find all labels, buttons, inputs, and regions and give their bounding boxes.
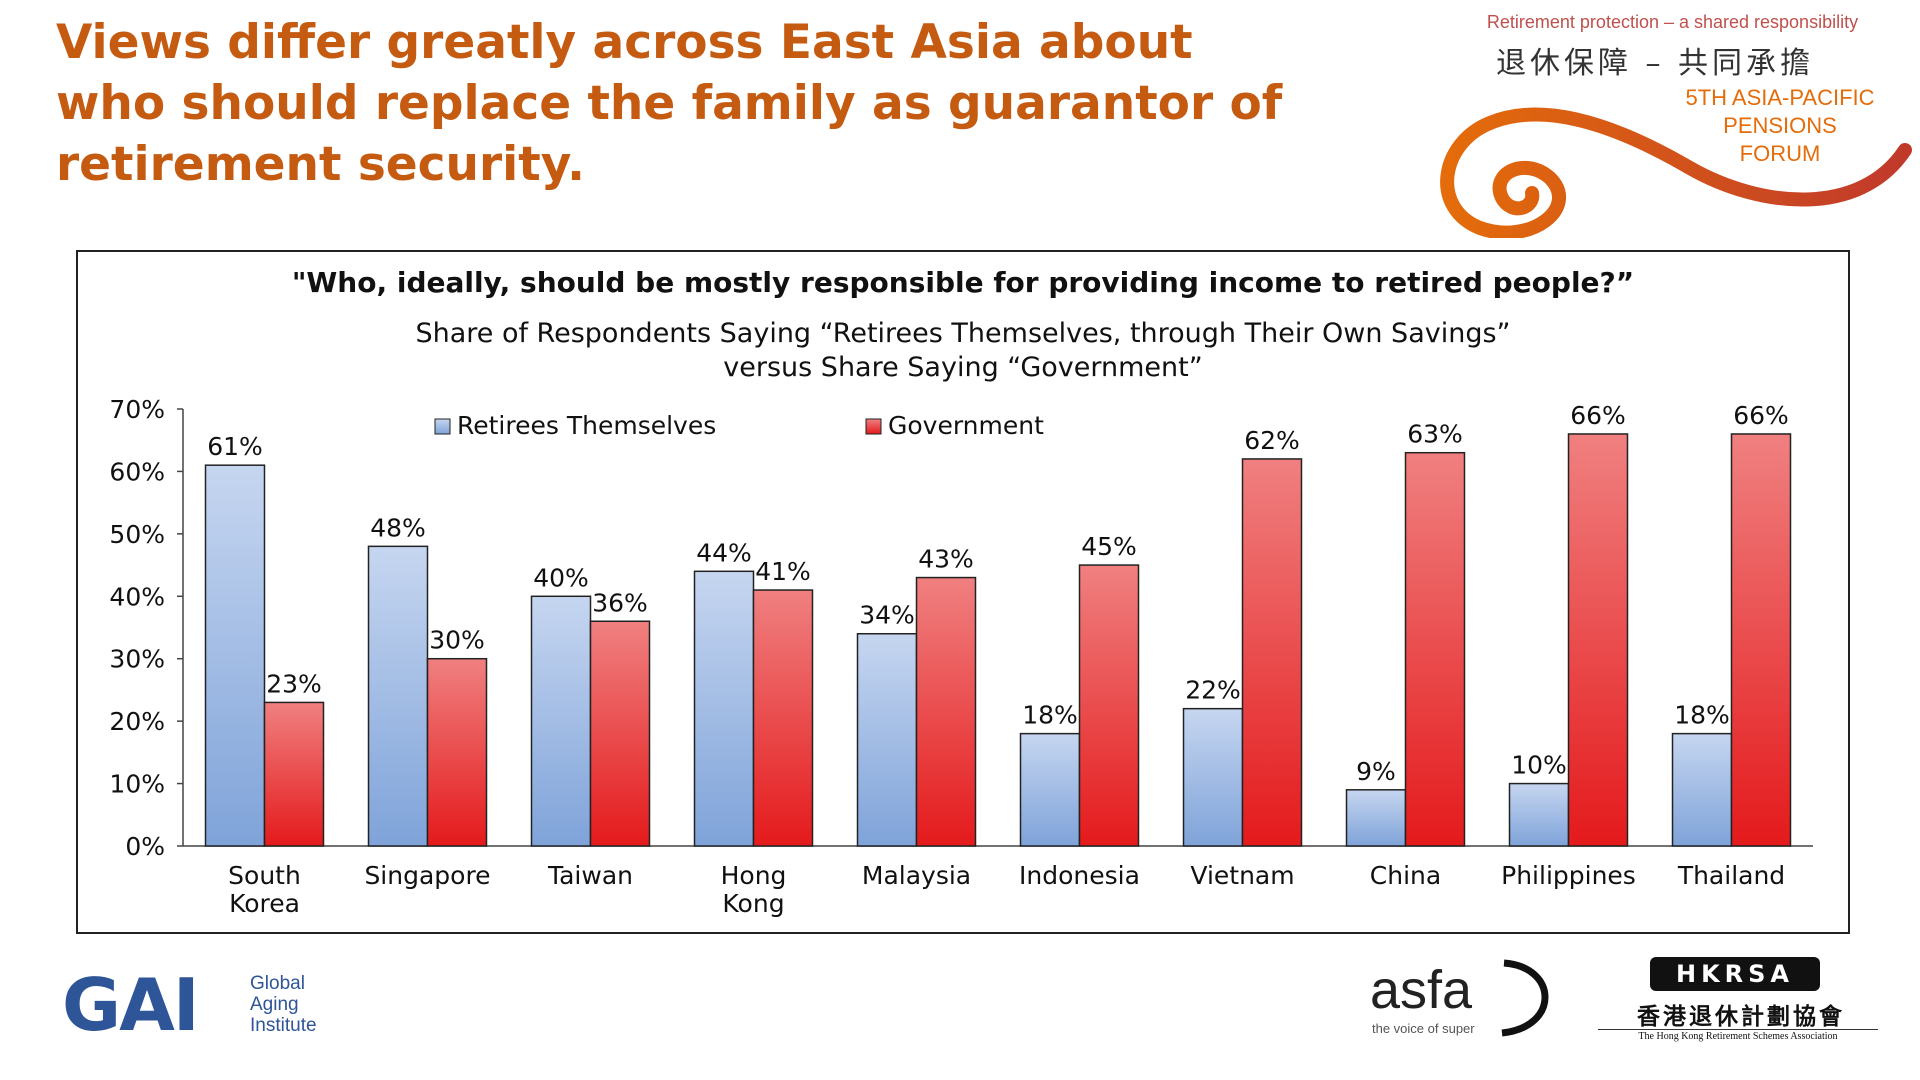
bar-chart: "Who, ideally, should be mostly responsi… — [109, 266, 1813, 918]
forum-name: 5TH ASIA-PACIFIC PENSIONS FORUM — [1685, 85, 1875, 166]
bar-government — [1567, 433, 1629, 847]
forum-logo: Retirement protection – a shared respons… — [1430, 8, 1915, 238]
data-label: 30% — [429, 626, 485, 655]
y-tick-label: 60% — [109, 457, 165, 486]
bar-retirees — [1019, 732, 1081, 847]
y-tick-label: 30% — [109, 645, 165, 674]
y-tick-label: 70% — [109, 395, 165, 424]
x-tick-label: Indonesia — [1019, 861, 1140, 890]
legend-government-swatch — [865, 418, 882, 435]
forum-chinese-tagline: 退休保障 – 共同承擔 — [1495, 46, 1815, 81]
y-tick-label: 0% — [125, 832, 165, 861]
data-label: 62% — [1244, 426, 1300, 455]
bar-government — [1241, 458, 1303, 847]
data-label: 41% — [755, 557, 811, 586]
data-label: 34% — [859, 601, 915, 630]
x-tick-label: Malaysia — [862, 861, 971, 890]
y-tick-label: 50% — [109, 520, 165, 549]
data-label: 22% — [1185, 676, 1241, 705]
bar-retirees — [693, 570, 755, 847]
y-tick-label: 10% — [109, 770, 165, 799]
chart-subtitle-line2: versus Share Saying “Government” — [723, 352, 1202, 383]
x-tick-label: Singapore — [364, 861, 490, 890]
x-tick-label: Hong — [721, 861, 787, 890]
x-tick-label: Kong — [722, 889, 784, 918]
bar-retirees — [204, 464, 266, 847]
x-tick-label: Korea — [229, 889, 300, 918]
data-label: 48% — [370, 513, 426, 542]
data-label: 63% — [1407, 420, 1463, 449]
gai-logo: GAI Global Aging Institute — [62, 965, 362, 1045]
data-label: 40% — [533, 563, 589, 592]
chart-title: "Who, ideally, should be mostly responsi… — [292, 266, 1634, 299]
slide-title: Views differ greatly across East Asia ab… — [56, 15, 1283, 192]
legend-retirees-label: Retirees Themselves — [457, 411, 716, 440]
y-tick-label: 40% — [109, 582, 165, 611]
bar-government — [1078, 564, 1140, 847]
asfa-arc-icon — [1501, 959, 1549, 1037]
data-label: 43% — [918, 545, 974, 574]
forum-tagline: Retirement protection – a shared respons… — [1486, 12, 1859, 32]
data-label: 9% — [1356, 757, 1396, 786]
hkrsa-english-name: The Hong Kong Retirement Schemes Associa… — [1598, 1029, 1878, 1042]
x-tick-label: South — [228, 861, 301, 890]
bar-government — [915, 576, 977, 847]
gai-mark: GAI — [62, 963, 200, 1047]
data-label: 66% — [1570, 401, 1626, 430]
bar-retirees — [530, 595, 592, 847]
bar-government — [1730, 433, 1792, 847]
asfa-tagline: the voice of super — [1372, 1021, 1475, 1036]
bar-retirees — [1182, 707, 1244, 847]
hkrsa-chinese-name: 香港退休計劃協會 — [1637, 1003, 1845, 1030]
bar-government — [263, 701, 325, 847]
data-label: 44% — [696, 538, 752, 567]
asfa-logo: asfa the voice of super — [1370, 955, 1560, 1045]
chart-subtitle-line1: Share of Respondents Saying “Retirees Th… — [415, 318, 1510, 349]
data-label: 18% — [1674, 701, 1730, 730]
bar-retirees — [1345, 789, 1407, 847]
asfa-mark: asfa — [1370, 960, 1473, 1020]
x-tick-label: Taiwan — [547, 861, 633, 890]
data-label: 23% — [266, 669, 322, 698]
data-label: 36% — [592, 588, 648, 617]
bar-government — [752, 589, 814, 847]
bar-retirees — [1671, 732, 1733, 847]
legend-retirees-swatch — [434, 418, 451, 435]
bar-government — [426, 657, 488, 847]
chart-frame: "Who, ideally, should be mostly responsi… — [76, 250, 1850, 934]
legend-government-label: Government — [888, 411, 1044, 440]
data-label: 10% — [1511, 751, 1567, 780]
data-label: 45% — [1081, 532, 1137, 561]
x-tick-label: Vietnam — [1190, 861, 1294, 890]
data-label: 18% — [1022, 701, 1078, 730]
hkrsa-logo: HKRSA 香港退休計劃協會 The Hong Kong Retirement … — [1598, 955, 1878, 1045]
bar-retirees — [856, 632, 918, 847]
x-tick-label: China — [1370, 861, 1441, 890]
x-tick-label: Philippines — [1501, 861, 1636, 890]
data-label: 61% — [207, 432, 263, 461]
bar-government — [589, 620, 651, 847]
y-tick-label: 20% — [109, 707, 165, 736]
data-label: 66% — [1733, 401, 1789, 430]
x-tick-label: Thailand — [1677, 861, 1785, 890]
hkrsa-badge: HKRSA — [1650, 957, 1820, 991]
bar-retirees — [367, 545, 429, 847]
gai-name: Global Aging Institute — [250, 973, 317, 1036]
bar-retirees — [1508, 782, 1570, 847]
bar-government — [1404, 451, 1466, 847]
forum-swirl-icon — [1440, 107, 1912, 238]
